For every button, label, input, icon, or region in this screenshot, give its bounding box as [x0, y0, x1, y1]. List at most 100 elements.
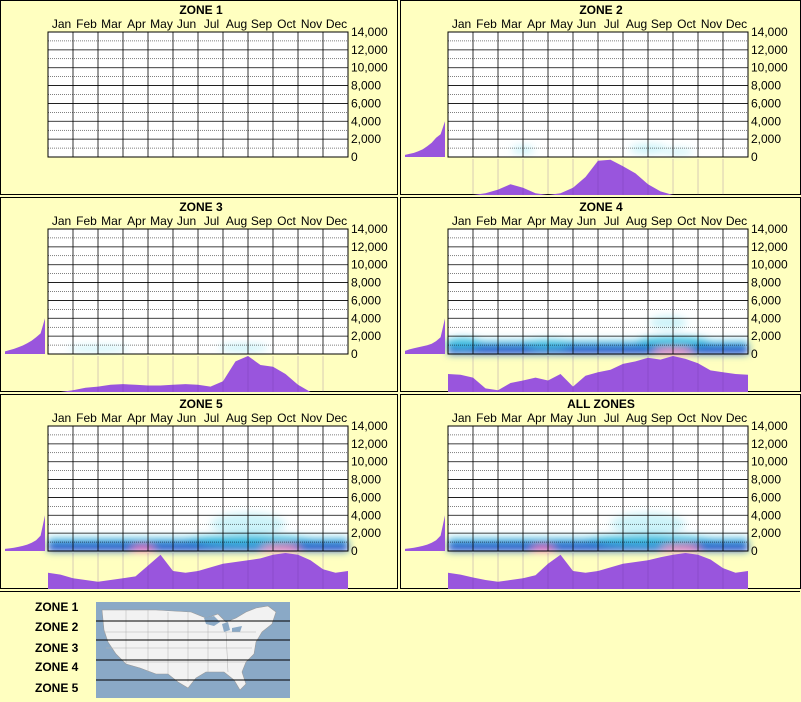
panel-2: ZONE 2 Jan Feb Mar Apr May Jun Jul Aug Sep Oct Nov D… [400, 0, 801, 195]
month-label: Mar [501, 411, 522, 425]
panel-svg: ZONE 3 Jan Feb Mar Apr May Jun Jul Aug Sep Oct Nov D… [5, 200, 388, 392]
elevation-profile [405, 318, 445, 354]
month-label: Mar [101, 17, 122, 31]
month-label: Oct [677, 411, 696, 425]
y-tick-label: 4,000 [751, 311, 781, 325]
y-tick-label: 14,000 [351, 222, 388, 236]
panel-4: ZONE 4 Jan Feb Mar Apr May Jun Jul Aug Sep Oct Nov D… [400, 197, 801, 392]
month-label: Apr [527, 17, 546, 31]
y-tick-label: 10,000 [351, 61, 388, 75]
month-label: Jan [452, 411, 471, 425]
month-label: Dec [326, 411, 347, 425]
y-tick-label: 10,000 [751, 61, 788, 75]
y-tick-label: 14,000 [351, 25, 388, 39]
month-label: May [150, 411, 173, 425]
y-tick-label: 8,000 [751, 276, 781, 290]
y-tick-label: 10,000 [751, 455, 788, 469]
month-label: Nov [701, 214, 722, 228]
y-tick-label: 8,000 [751, 79, 781, 93]
y-tick-label: 14,000 [751, 222, 788, 236]
month-label: Dec [326, 17, 347, 31]
month-label: Jun [177, 214, 196, 228]
y-tick-label: 8,000 [751, 473, 781, 487]
month-label: Jul [204, 411, 219, 425]
month-label: Mar [501, 214, 522, 228]
month-label: Aug [226, 214, 247, 228]
month-label: May [550, 214, 573, 228]
month-label: Oct [677, 17, 696, 31]
y-tick-label: 0 [351, 150, 358, 164]
heat-band [444, 337, 482, 349]
zone-label-4: ZONE 4 [35, 660, 79, 674]
y-tick-label: 12,000 [351, 437, 388, 451]
elevation-profile [405, 121, 445, 157]
month-label: May [550, 411, 573, 425]
heat-band [649, 316, 687, 330]
panel-1: ZONE 1 Jan Feb Mar Apr May Jun Jul Aug Sep Oct Nov D… [0, 0, 398, 195]
month-label: Jan [452, 214, 471, 228]
month-label: Jan [52, 214, 71, 228]
panel-title: ALL ZONES [567, 397, 635, 411]
zone-label-3: ZONE 3 [35, 641, 79, 655]
y-tick-label: 2,000 [351, 132, 381, 146]
month-label: May [550, 17, 573, 31]
panel-svg: ZONE 4 Jan Feb Mar Apr May Jun Jul Aug Sep Oct Nov D… [405, 200, 788, 392]
month-label: Feb [476, 411, 497, 425]
gridlines [47, 228, 349, 355]
panel-3: ZONE 3 Jan Feb Mar Apr May Jun Jul Aug Sep Oct Nov D… [0, 197, 398, 392]
month-label: Apr [527, 411, 546, 425]
y-tick-label: 6,000 [751, 490, 781, 504]
y-tick-label: 6,000 [351, 490, 381, 504]
elevation-profile [5, 515, 45, 551]
month-label: Feb [76, 214, 97, 228]
y-tick-label: 14,000 [751, 25, 788, 39]
panel-title: ZONE 5 [179, 397, 223, 411]
zone-label-2: ZONE 2 [35, 620, 79, 634]
month-label: Jun [577, 214, 596, 228]
month-label: Jun [577, 17, 596, 31]
month-label: Oct [277, 214, 296, 228]
y-tick-label: 4,000 [751, 508, 781, 522]
y-tick-label: 2,000 [351, 329, 381, 343]
month-label: Aug [626, 411, 647, 425]
month-label: Mar [501, 17, 522, 31]
elevation-profile [5, 318, 45, 354]
panel-title: ZONE 4 [579, 200, 623, 214]
month-label: Oct [677, 214, 696, 228]
heat-band [660, 545, 701, 550]
month-label: Dec [726, 411, 747, 425]
y-tick-label: 10,000 [351, 258, 388, 272]
y-tick-label: 6,000 [751, 293, 781, 307]
month-label: Aug [226, 411, 247, 425]
month-label: Aug [626, 17, 647, 31]
y-tick-label: 12,000 [751, 43, 788, 57]
month-label: Jun [577, 411, 596, 425]
y-tick-label: 4,000 [751, 114, 781, 128]
y-tick-label: 6,000 [751, 96, 781, 110]
month-label: Nov [701, 411, 722, 425]
y-tick-label: 14,000 [351, 419, 388, 433]
y-tick-label: 12,000 [351, 240, 388, 254]
month-label: Sep [251, 17, 273, 31]
panel-svg: ALL ZONES Jan Feb Mar Apr May Jun Jul Aug Sep Oct N… [405, 397, 788, 589]
month-label: Dec [726, 214, 747, 228]
zone-legend: ZONE 1 ZONE 2 ZONE 3 ZONE 4 ZONE 5 [0, 591, 800, 702]
y-tick-label: 0 [351, 347, 358, 361]
month-label: Sep [651, 17, 673, 31]
month-label: Sep [251, 214, 273, 228]
heat-band [218, 343, 268, 352]
y-tick-label: 0 [751, 347, 758, 361]
panel-5: ZONE 5 Jan Feb Mar Apr May Jun Jul Aug Sep Oct Nov D… [0, 394, 398, 589]
month-label: Jan [52, 411, 71, 425]
y-tick-label: 12,000 [351, 43, 388, 57]
y-tick-label: 10,000 [351, 455, 388, 469]
month-label: Jul [604, 411, 619, 425]
y-tick-label: 0 [751, 150, 758, 164]
month-label: Dec [726, 17, 747, 31]
y-tick-label: 2,000 [351, 526, 381, 540]
map-zone-lines [96, 620, 290, 681]
month-label: Jul [604, 214, 619, 228]
heat-band [663, 148, 693, 155]
month-label: Feb [76, 17, 97, 31]
month-label: Oct [277, 17, 296, 31]
